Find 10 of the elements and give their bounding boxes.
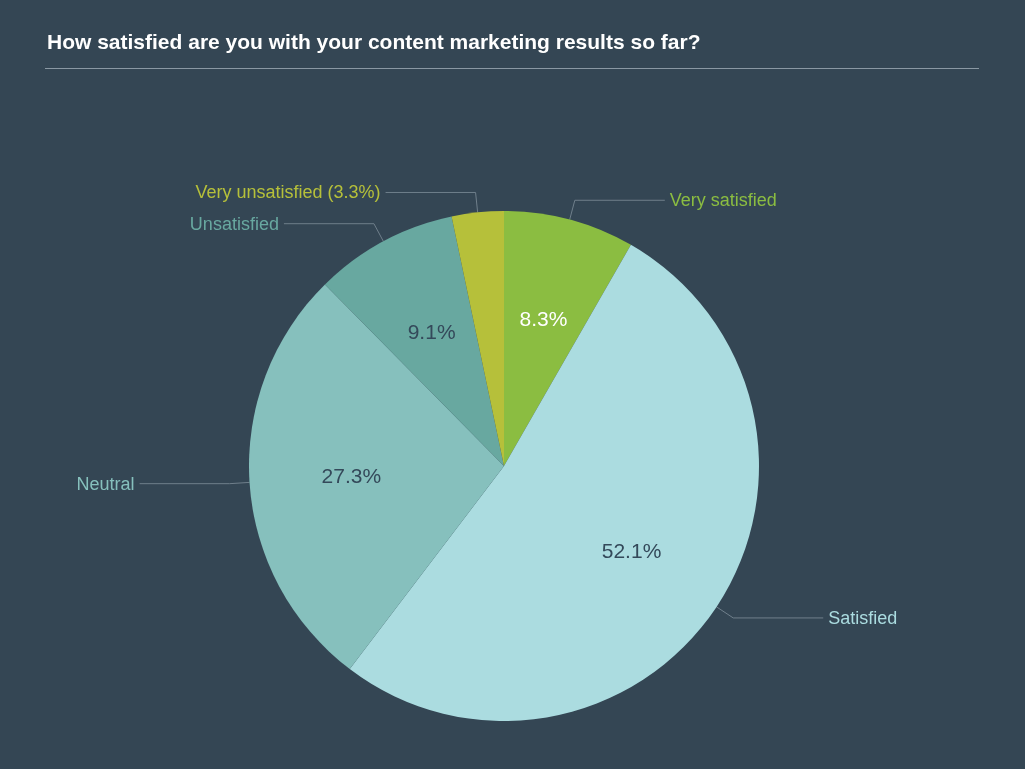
data-label: 9.1% [407,319,456,343]
slice-label: Unsatisfied [189,213,279,234]
data-label: 8.3% [519,306,568,330]
slice-label: Satisfied [828,607,898,628]
slice-label: Neutral [76,473,135,494]
data-label: 52.1% [601,539,662,563]
slice-label: Very unsatisfied (3.3%) [195,182,381,203]
slice-label: Very satisfied [669,190,777,211]
chart-title: How satisfied are you with your content marketing results so far? [47,30,701,54]
data-label: 27.3% [321,464,382,488]
